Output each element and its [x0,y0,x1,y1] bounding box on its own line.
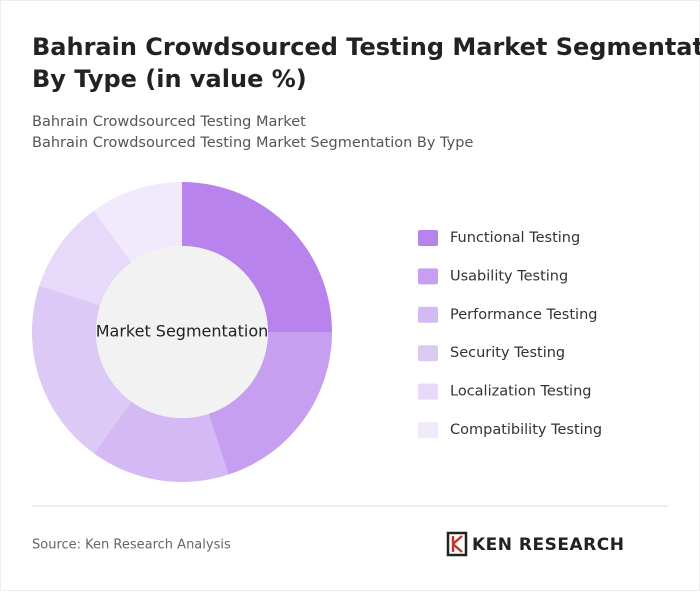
legend-label: Localization Testing [450,384,591,400]
legend-label: Usability Testing [450,268,568,284]
legend-label: Functional Testing [450,230,580,246]
legend-swatch [418,306,438,323]
legend-swatch [418,268,438,285]
legend-swatch [418,230,438,246]
legend-label: Performance Testing [450,307,597,323]
subtitle: Bahrain Crowdsourced Testing Market [32,114,306,130]
donut-hole [96,246,268,418]
donut-slice [32,285,132,454]
legend-swatch [418,422,438,438]
donut-slice [208,332,332,475]
donut-slice [93,182,182,263]
logo-icon [446,531,468,557]
legend-label: Compatibility Testing [450,422,602,438]
source: Source: Ken Research Analysis [32,538,231,553]
legend-swatch [418,383,438,400]
center-label: Market Segmentation [96,322,269,341]
subtitle: Bahrain Crowdsourced Testing Market Segm… [32,135,473,151]
chart-title: Bahrain Crowdsourced Testing Market Segm… [32,33,700,93]
logo: KEN RESEARCH [446,531,624,557]
legend-label: Security Testing [450,345,565,361]
logo-icon [451,535,463,553]
donut-slice [182,182,332,332]
legend-swatch [418,345,438,362]
logo-text: KEN RESEARCH [472,535,624,555]
donut-slice [39,210,132,306]
donut-slice [93,401,229,482]
